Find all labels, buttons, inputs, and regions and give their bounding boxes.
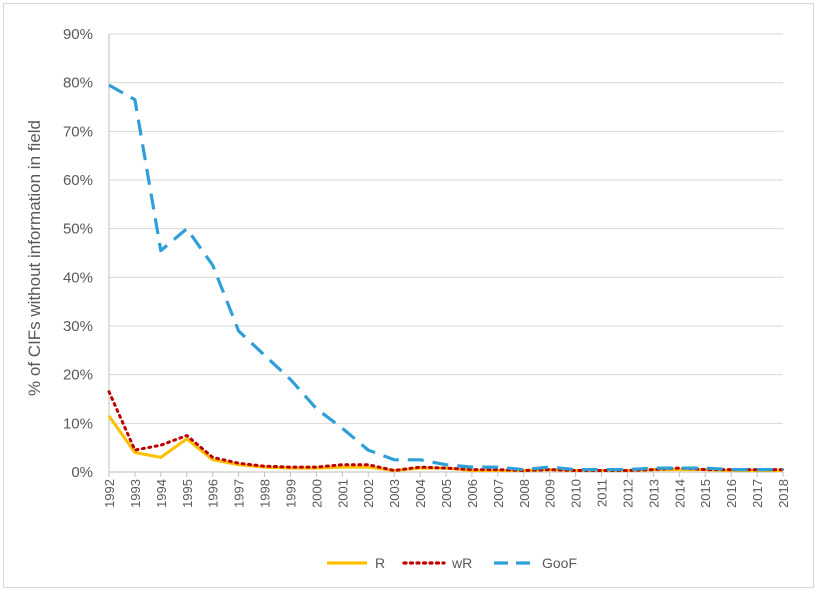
x-tick-label: 2011: [595, 479, 610, 507]
y-tick-label: 20%: [63, 367, 93, 384]
y-tick-label: 40%: [63, 269, 93, 286]
axes: 0% 10% 20% 30% 40% 50% 60% 70% 80% 90% 1992 1993 199…: [63, 26, 791, 508]
x-tick-label: 2001: [335, 479, 350, 508]
legend-label-goof: GooF: [542, 555, 577, 571]
x-tick-label: 1998: [258, 479, 273, 508]
y-tick-label: 30%: [63, 318, 93, 335]
y-tick-label: 0%: [71, 464, 93, 481]
x-tick-label: 2006: [465, 479, 480, 508]
x-tick-label: 1994: [154, 479, 169, 508]
x-tick-label: 2000: [309, 479, 324, 508]
y-tick-label: 60%: [63, 172, 93, 189]
x-tick-label: 2014: [672, 479, 687, 508]
x-tick-label: 2003: [387, 479, 402, 508]
series-lines: [107, 83, 785, 472]
legend-label-r: R: [375, 555, 385, 571]
y-tick-label: 90%: [63, 26, 93, 43]
x-tick-label: 2008: [517, 479, 532, 508]
x-tick-label: 2017: [750, 479, 765, 508]
y-tick-label: 50%: [63, 221, 93, 238]
x-tick-label: 2016: [724, 479, 739, 508]
x-tick-label: 1999: [283, 479, 298, 508]
legend-label-wr: wR: [451, 555, 472, 571]
x-tick-label: 2015: [698, 479, 713, 508]
gridlines: [109, 33, 783, 424]
y-tick-label: 70%: [63, 123, 93, 140]
x-tick-label: 2004: [413, 479, 428, 508]
x-tick-label: 1997: [232, 479, 247, 508]
chart-frame: [3, 3, 814, 588]
x-tick-label: 2009: [543, 479, 558, 508]
series-line-goof: [108, 83, 783, 472]
x-tick-label: 2002: [361, 479, 376, 508]
x-tick-label: 2010: [569, 479, 584, 508]
x-tick-label: 1996: [206, 479, 221, 508]
x-tick-label: 1993: [128, 479, 143, 508]
x-tick-label: 2013: [646, 479, 661, 508]
y-axis-title: % of CIFs without information in field: [25, 120, 44, 396]
y-tick-label: 80%: [63, 75, 93, 92]
series-line-r: [107, 415, 783, 472]
x-tick-label: 1995: [180, 479, 195, 508]
x-tick-label: 2007: [491, 479, 506, 508]
y-tick-label: 10%: [63, 415, 93, 432]
x-tick-label: 2012: [620, 479, 635, 508]
x-tick-label: 2005: [439, 479, 454, 508]
x-tick-label: 1992: [102, 479, 117, 508]
x-tick-label: 2018: [776, 479, 791, 508]
